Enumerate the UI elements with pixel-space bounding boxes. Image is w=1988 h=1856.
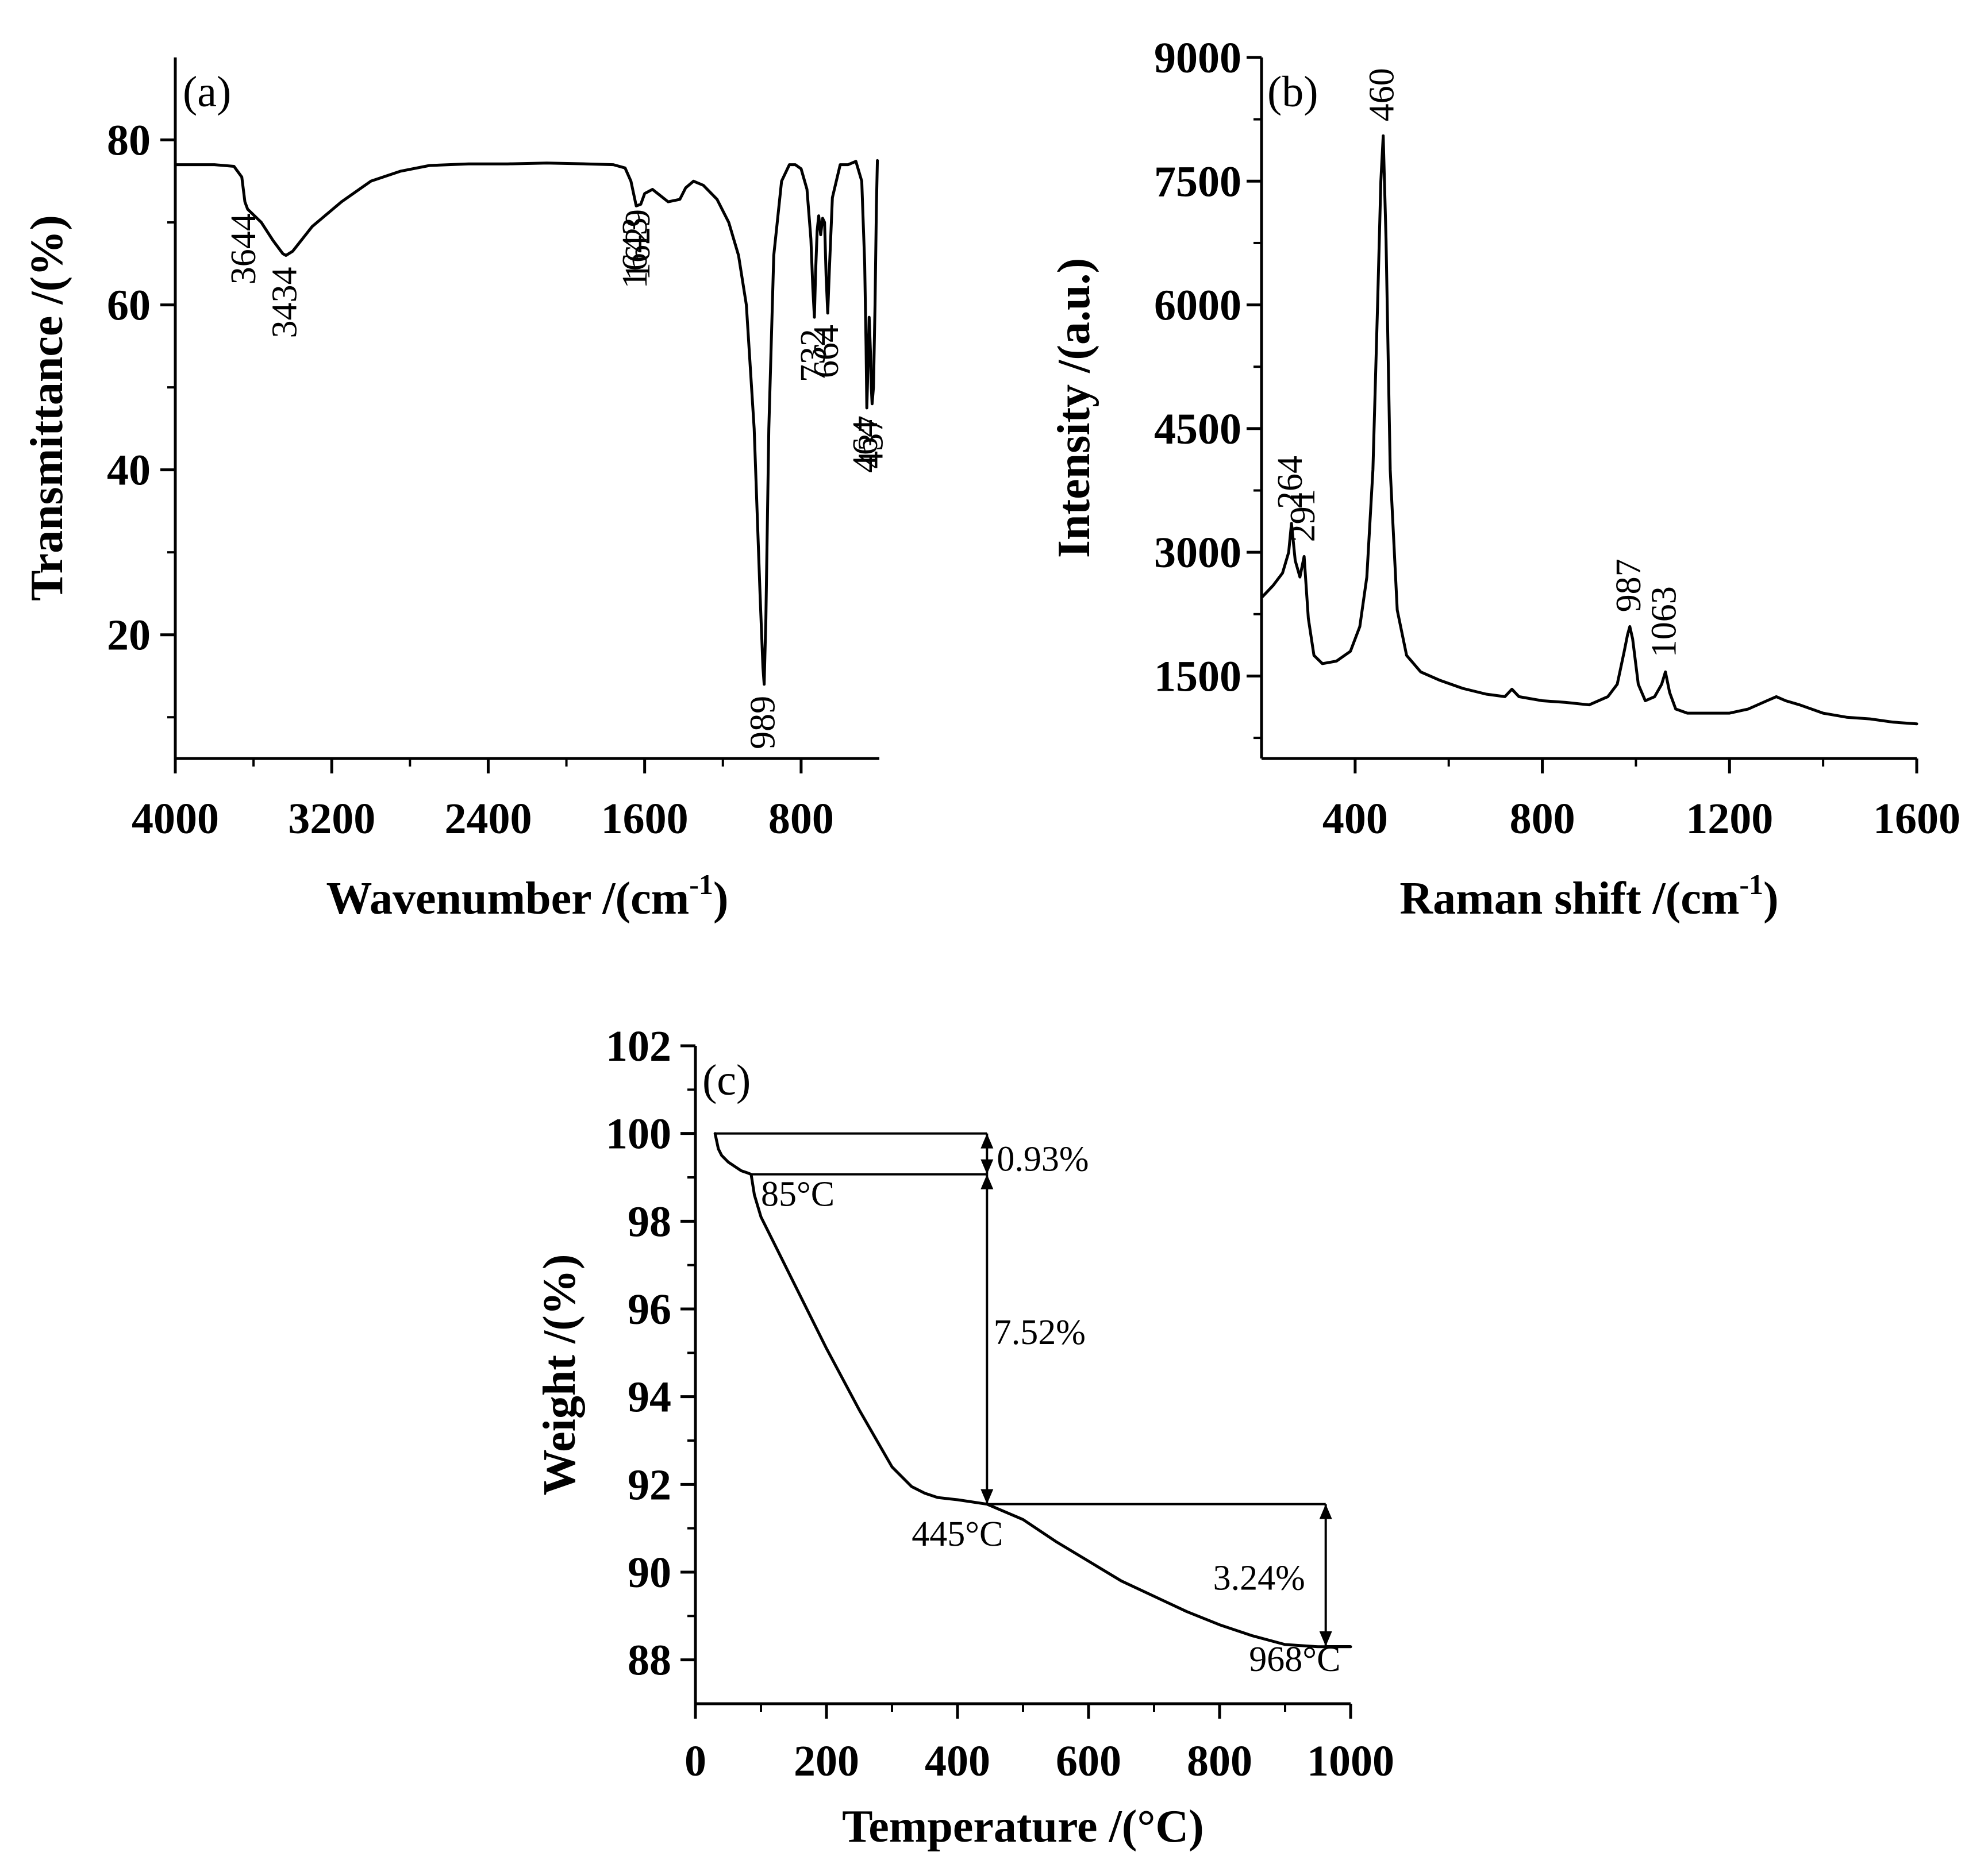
x-axis-title: Raman shift /(cm-1) <box>1399 868 1778 924</box>
y-tick-label: 1500 <box>1154 652 1241 700</box>
panel-c-tga: 0 200 400 600 800 1000 88 90 92 94 96 98 100 102 Tempe… <box>535 1022 1394 1852</box>
x-tick-label: 2400 <box>444 795 532 843</box>
y-tick-label: 6000 <box>1154 282 1241 330</box>
x-tick-label: 800 <box>768 795 834 843</box>
y-tick-label: 3000 <box>1154 529 1241 577</box>
peak-label: 1063 <box>1645 586 1684 657</box>
y-tick-label: 60 <box>107 282 151 330</box>
x-tick-label: 400 <box>925 1737 990 1785</box>
y-tick-label: 9000 <box>1154 34 1241 82</box>
arrow-head-down <box>1319 1631 1332 1647</box>
y-tick-label: 88 <box>628 1636 671 1685</box>
x-tick-label: 3200 <box>288 795 375 843</box>
arrow-head-up <box>980 1174 994 1189</box>
arrow-head-up <box>980 1133 994 1149</box>
annotation-label: 7.52% <box>994 1313 1086 1352</box>
arrow-head-up <box>1319 1504 1332 1519</box>
y-tick-label: 90 <box>628 1549 671 1597</box>
x-axis-title: Wavenumber /(cm-1) <box>326 868 728 924</box>
peak-label: 437 <box>851 415 890 469</box>
peak-label: 1629 <box>618 209 657 280</box>
x-axis-title-main: Temperature /(°C) <box>842 1801 1204 1852</box>
arrow-head-down <box>980 1489 994 1504</box>
peak-label: 3644 <box>224 213 263 284</box>
y-axis-title: Transmittance /(%) <box>22 215 72 601</box>
peak-label: 460 <box>1363 68 1402 121</box>
series-line <box>1260 134 1918 726</box>
peak-label: 3434 <box>266 267 305 338</box>
x-tick-label: 800 <box>1510 795 1575 843</box>
x-tick-label: 0 <box>685 1737 706 1785</box>
peak-label: 989 <box>744 696 783 749</box>
y-tick-label: 102 <box>606 1022 671 1071</box>
annotation-label: 968°C <box>1249 1640 1340 1679</box>
peak-label: 464 <box>846 419 885 473</box>
x-tick-label: 600 <box>1056 1737 1121 1785</box>
x-tick-label: 1000 <box>1307 1737 1394 1785</box>
y-axis-title: Intensity /(a.u.) <box>1049 258 1099 558</box>
peak-label: 732 <box>794 329 833 382</box>
series-line <box>713 1132 1352 1649</box>
y-tick-label: 80 <box>107 117 151 165</box>
peak-label: 1643 <box>616 217 655 288</box>
y-tick-label: 40 <box>107 446 151 495</box>
y-axis-title: Weight /(%) <box>535 1254 585 1496</box>
x-tick-label: 1200 <box>1686 795 1773 843</box>
annotation-label: 445°C <box>912 1515 1003 1554</box>
x-axis-title-main: Wavenumber /(cm <box>326 873 689 924</box>
peak-label: 664 <box>807 325 846 378</box>
panel-b-raman: 400 800 1200 1600 1500 3000 4500 6000 7500 9000 Ra… <box>1049 34 1960 924</box>
x-axis-title-close: ) <box>713 873 729 924</box>
x-tick-label: 1600 <box>1873 795 1960 843</box>
y-tick-label: 96 <box>628 1285 671 1334</box>
y-tick-label: 100 <box>606 1110 671 1158</box>
x-axis-title-superscript: -1 <box>1739 868 1763 900</box>
x-axis-title-main: Raman shift /(cm <box>1399 873 1739 924</box>
panel-label: (a) <box>183 68 231 116</box>
panel-label: (b) <box>1267 68 1318 116</box>
y-tick-label: 20 <box>107 611 151 660</box>
annotation-label: 0.93% <box>997 1140 1089 1179</box>
annotation-label: 3.24% <box>1213 1559 1305 1598</box>
y-tick-label: 98 <box>628 1197 671 1246</box>
x-tick-label: 400 <box>1322 795 1388 843</box>
panel-a-ftir: 4000 3200 2400 1600 800 20 40 60 80 Wavenumber /(… <box>22 57 890 924</box>
peak-label: 264 <box>1271 456 1310 509</box>
x-axis-title-superscript: -1 <box>689 868 713 900</box>
y-tick-label: 7500 <box>1154 157 1241 206</box>
y-tick-label: 92 <box>628 1461 671 1509</box>
y-tick-label: 4500 <box>1154 405 1241 453</box>
x-tick-label: 1600 <box>601 795 689 843</box>
x-tick-label: 4000 <box>132 795 219 843</box>
peak-label: 987 <box>1609 559 1648 612</box>
annotation-label: 85°C <box>761 1175 835 1214</box>
series-line <box>174 159 879 686</box>
x-tick-label: 200 <box>794 1737 859 1785</box>
x-tick-label: 800 <box>1187 1737 1252 1785</box>
peak-label: 291 <box>1283 488 1322 542</box>
arrow-head-down <box>980 1159 994 1175</box>
x-axis-title: Temperature /(°C) <box>842 1801 1204 1852</box>
x-axis-title-close: ) <box>1763 873 1779 924</box>
y-tick-label: 94 <box>628 1373 671 1422</box>
panel-label: (c) <box>702 1056 751 1104</box>
